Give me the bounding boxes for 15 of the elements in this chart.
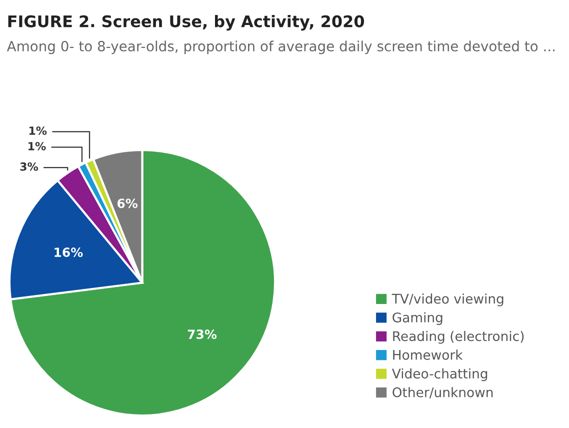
data-label: 3% xyxy=(20,162,38,171)
pie-slice xyxy=(9,148,276,416)
legend-label: Video-chatting xyxy=(392,368,488,382)
data-label: 1% xyxy=(29,126,47,135)
data-label: 1% xyxy=(28,142,46,150)
legend-label: TV/video viewing xyxy=(392,294,504,306)
legend-label: Other/unknown xyxy=(392,387,493,398)
data-label: 73% xyxy=(188,330,217,339)
data-label: 6% xyxy=(117,198,138,208)
legend-label: Homework xyxy=(393,350,463,360)
legend-label: Reading (electronic) xyxy=(393,330,524,344)
data-label: 16% xyxy=(54,248,83,257)
chart-title: FIGURE 2. Screen Use, by Activity, 2020 xyxy=(8,14,364,31)
chart-subtitle: Among 0- to 8-year-olds, proportion of average daily screen time devoted to ... xyxy=(6,40,555,54)
legend-label: Gaming xyxy=(392,312,442,326)
